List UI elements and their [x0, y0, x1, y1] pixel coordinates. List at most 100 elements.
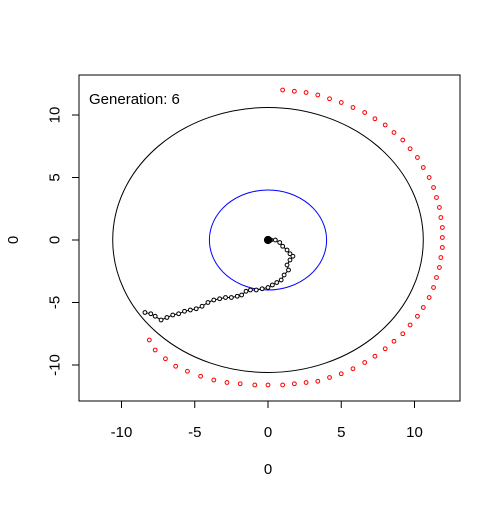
walk-path-point	[277, 240, 283, 245]
outer-arc-point	[265, 382, 271, 388]
y-tick-label: -5	[47, 296, 64, 309]
walk-path-point	[265, 285, 271, 290]
outer-arc-point	[327, 375, 332, 380]
walk-path-point	[205, 300, 211, 305]
outer-arc-point	[315, 92, 321, 98]
y-axis-label: 0	[5, 236, 22, 244]
outer-arc-point	[252, 382, 258, 388]
outer-arc-point	[434, 195, 439, 200]
outer-arc-point	[315, 378, 321, 384]
x-tick-label: 5	[337, 424, 345, 441]
outer-boundary-circle	[112, 107, 424, 373]
outer-arc-point	[415, 313, 420, 319]
outer-arc-point	[431, 285, 436, 290]
outer-arc-point	[438, 215, 444, 220]
data-series	[142, 87, 445, 388]
outer-arc-point	[431, 185, 436, 190]
walk-path-point	[248, 287, 253, 293]
walk-path-point	[278, 277, 284, 283]
axes: -10 -5 0 5 10 -10 -5 0 5 10	[47, 107, 423, 441]
walk-path-point	[164, 315, 170, 320]
walk-path-point	[152, 313, 158, 319]
walk-path-point	[274, 280, 280, 285]
outer-arc-point	[434, 275, 439, 280]
walk-path-line	[144, 239, 294, 321]
walk-path-point	[158, 317, 164, 323]
reference-circles	[112, 107, 424, 373]
walk-path-point	[142, 310, 148, 315]
outer-arc-point	[437, 205, 442, 210]
outer-arc-point	[362, 110, 368, 115]
outer-arc-point	[303, 90, 309, 95]
outer-arc-point	[362, 360, 368, 365]
outer-arc-point	[146, 337, 152, 343]
outer-arc-point	[391, 338, 397, 344]
outer-arc-point	[152, 347, 158, 353]
outer-arc-point	[303, 380, 309, 385]
walk-path-point	[281, 272, 287, 278]
y-tick-label: 0	[47, 236, 64, 244]
walk-path-point	[228, 295, 234, 300]
outer-arc-point	[280, 382, 286, 388]
walk-path-point	[243, 288, 249, 294]
outer-arc-point	[237, 381, 243, 387]
walk-path-point	[223, 295, 228, 300]
outer-arc-point	[173, 363, 179, 369]
walk-path-point	[286, 267, 291, 273]
outer-arc-point	[439, 225, 445, 230]
y-tick-label: 10	[47, 107, 64, 124]
outer-arc-point	[426, 295, 432, 300]
outer-arc-point	[327, 96, 332, 102]
outer-arc-point	[211, 377, 217, 383]
outer-arc-point	[426, 175, 432, 180]
outer-arc-point	[198, 373, 204, 379]
walk-path-point	[287, 251, 293, 257]
walk-path-point	[170, 312, 176, 318]
outer-arc-point	[420, 305, 426, 310]
walk-path-point	[239, 292, 245, 298]
outer-arc-point	[382, 346, 388, 352]
outer-arc-point	[185, 368, 190, 374]
x-tick-label: 0	[264, 424, 272, 441]
outer-arc-point	[350, 105, 356, 110]
outer-arc-point	[350, 366, 356, 372]
outer-arc-point	[382, 122, 388, 128]
walk-path-point	[280, 243, 286, 249]
x-tick-label: -5	[188, 424, 201, 441]
outer-arc-point	[338, 371, 344, 377]
y-tick-label: -10	[47, 354, 64, 376]
outer-arc-point	[291, 88, 297, 94]
walk-path-point	[211, 297, 217, 303]
walk-path-point	[290, 253, 296, 259]
walk-path-point	[148, 311, 154, 317]
walk-path-point	[182, 308, 187, 314]
walk-path-point	[217, 296, 223, 302]
y-tick-label: 5	[47, 173, 64, 181]
outer-arc-point	[280, 87, 286, 93]
walk-path-point	[253, 287, 259, 293]
walk-path-point	[187, 307, 193, 313]
outer-arc-point	[224, 380, 230, 385]
origin-point	[263, 235, 273, 245]
outer-arc-point	[400, 137, 406, 143]
walk-path-point	[284, 247, 290, 253]
generation-label: Generation: 6	[89, 91, 180, 108]
outer-arc-point	[407, 322, 413, 328]
walk-path-point	[272, 237, 278, 243]
walk-path-point	[284, 262, 290, 268]
x-tick-label: -10	[111, 424, 133, 441]
walk-path-point	[199, 303, 205, 309]
outer-arc-point	[415, 155, 420, 160]
outer-arc-point	[163, 356, 168, 362]
walk-path-point	[193, 306, 199, 312]
walk-path-point	[287, 257, 293, 263]
outer-arc-point	[400, 331, 406, 337]
outer-arc-point	[438, 255, 444, 260]
outer-arc-point	[407, 146, 413, 152]
walk-path-point	[234, 293, 240, 299]
outer-arc-point	[437, 265, 442, 270]
x-axis-label: 0	[264, 461, 272, 478]
outer-arc-point	[439, 235, 445, 240]
